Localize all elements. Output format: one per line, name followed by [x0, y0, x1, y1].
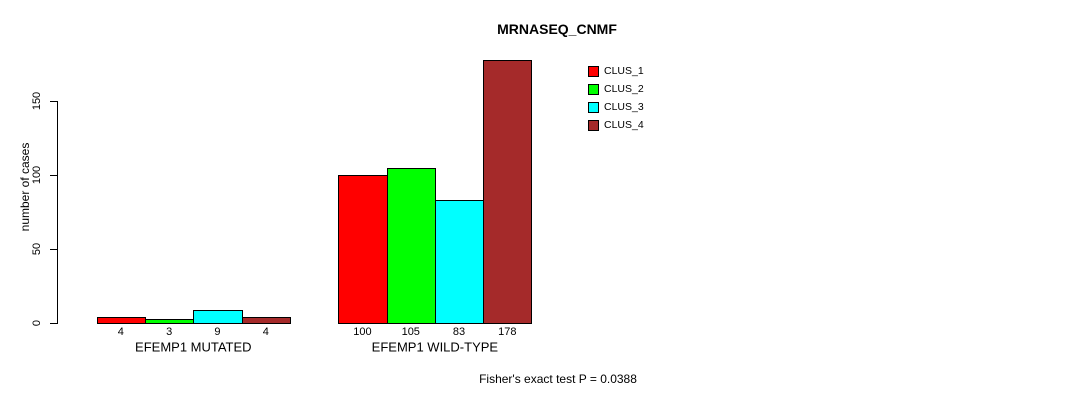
legend-item-clus_1: CLUS_1 [588, 66, 644, 77]
bar-clus_3-group1 [193, 309, 243, 324]
legend-label: CLUS_4 [604, 119, 644, 131]
y-axis [57, 101, 58, 324]
chart-title: MRNASEQ_CNMF [497, 21, 617, 37]
bar-value-label: 83 [452, 326, 466, 338]
x-group-label: EFEMP1 WILD-TYPE [371, 339, 499, 355]
x-group-label: EFEMP1 MUTATED [135, 339, 252, 355]
y-axis-label: number of cases [18, 142, 32, 232]
legend: CLUS_1 CLUS_2 CLUS_3 CLUS_4 [588, 66, 644, 131]
bar-value-label: 100 [353, 326, 372, 338]
y-tick-mark [50, 175, 57, 176]
y-tick-label: 0 [31, 319, 43, 327]
bar-clus_1-group1 [96, 317, 146, 324]
bar-value-label: 105 [401, 326, 420, 338]
bar-value-label: 4 [117, 326, 124, 338]
bar-clus_4-group1 [241, 317, 291, 324]
legend-swatch-icon [588, 120, 599, 131]
y-tick-mark [50, 101, 57, 102]
legend-item-clus_3: CLUS_3 [588, 102, 644, 113]
bar-value-label: 4 [262, 326, 269, 338]
y-tick-label: 150 [31, 91, 43, 111]
bar-value-label: 9 [214, 326, 221, 338]
legend-swatch-icon [588, 102, 599, 113]
bar-clus_3-group2 [434, 200, 485, 324]
y-tick-mark [50, 249, 57, 250]
bar-clus_2-group1 [145, 318, 195, 324]
legend-swatch-icon [588, 84, 599, 95]
bar-clus_4-group2 [483, 59, 533, 324]
fisher-test-annotation: Fisher's exact test P = 0.0388 [479, 372, 637, 386]
y-tick-label: 100 [31, 165, 43, 185]
bar-value-label: 178 [498, 326, 517, 338]
legend-item-clus_2: CLUS_2 [588, 84, 644, 95]
y-tick-label: 50 [31, 242, 43, 256]
bar-clus_1-group2 [338, 175, 388, 324]
legend-label: CLUS_3 [604, 101, 644, 113]
y-tick-mark [50, 323, 57, 324]
legend-label: CLUS_1 [604, 65, 644, 77]
bar-clus_2-group2 [386, 167, 436, 324]
legend-label: CLUS_2 [604, 83, 644, 95]
legend-swatch-icon [588, 66, 599, 77]
bar-value-label: 3 [166, 326, 173, 338]
legend-item-clus_4: CLUS_4 [588, 120, 644, 131]
